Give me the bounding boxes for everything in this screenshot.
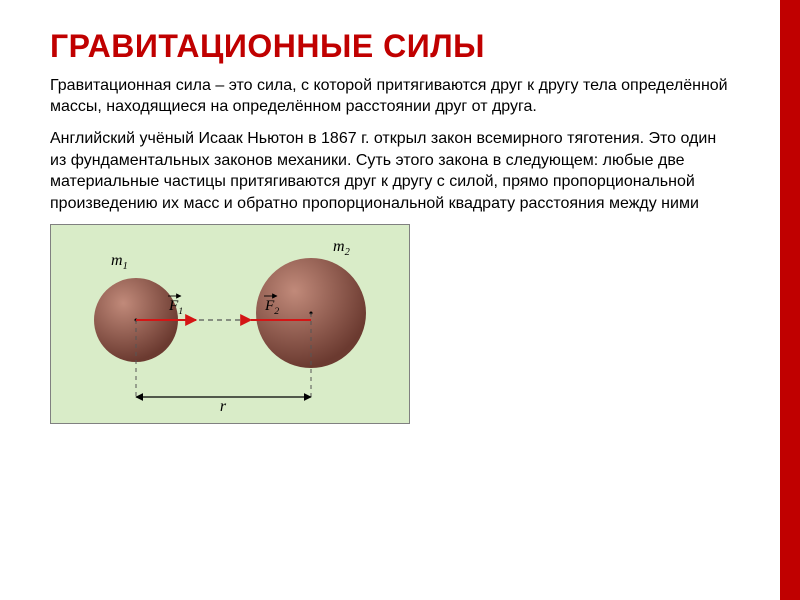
- gravity-diagram: m1 m2 F1 F2 r: [50, 224, 410, 424]
- paragraph-definition: Гравитационная сила – это сила, с которо…: [50, 75, 730, 118]
- paragraph-law: Английский учёный Исаак Ньютон в 1867 г.…: [50, 128, 730, 214]
- mass-label-2: m2: [333, 238, 350, 258]
- mass-label-1: m1: [111, 252, 128, 272]
- distance-label: r: [220, 398, 227, 415]
- slide-content: ГРАВИТАЦИОННЫЕ СИЛЫ Гравитационная сила …: [0, 0, 800, 444]
- slide-title: ГРАВИТАЦИОННЫЕ СИЛЫ: [50, 28, 760, 65]
- diagram-svg: m1 m2 F1 F2 r: [51, 225, 411, 425]
- accent-bar: [780, 0, 800, 600]
